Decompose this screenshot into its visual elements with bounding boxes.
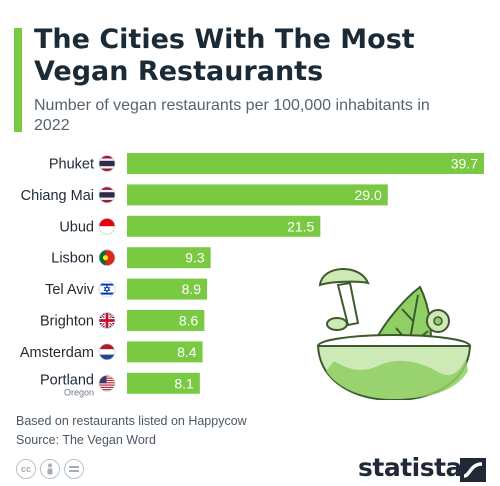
bar-row-phuket: 39.7 Phuket [49,153,484,174]
category-label: Chiang Mai [21,188,94,204]
attribution-icon[interactable] [40,459,60,479]
bar-row-chiang-mai: 29.0 Chiang Mai [21,184,388,206]
flag-israel-icon [98,280,116,298]
cc-icon[interactable]: cc [16,459,36,479]
brand-logo-icon [460,458,486,482]
bar-value-label: 29.0 [355,187,382,203]
vegan-salad-bowl-illustration [316,268,472,400]
flag-indonesia-icon [98,217,116,235]
bar[interactable] [127,310,205,331]
bar-row-lisbon: 9.3 Lisbon [51,247,211,269]
no-derivatives-icon[interactable] [64,459,84,479]
flag-thailand-icon [98,155,116,172]
bar-row-amsterdam: 8.4 Amsterdam [20,341,203,363]
brand-wordmark[interactable]: statista [358,453,462,482]
category-label: Portland [40,372,94,388]
category-label: Tel Aviv [45,282,95,298]
bar-row-ubud: 21.5 Ubud [59,215,321,237]
bar-value-label: 8.9 [182,281,202,297]
chart-footnote: Based on restaurants listed on Happycow [16,414,247,428]
bar-value-label: 39.7 [451,156,478,172]
bar-value-label: 21.5 [287,218,314,234]
category-sublabel: Oregon [64,387,94,397]
title-accent-bar [14,28,22,132]
flag-thailand-icon [98,186,116,204]
category-label: Phuket [49,157,94,173]
flag-portugal-icon [98,249,116,267]
category-label: Brighton [40,314,94,330]
flag-united-states-icon [98,374,116,392]
bar-value-label: 8.4 [177,344,197,360]
bar-row-brighton: 8.6 Brighton [40,310,205,331]
flag-netherlands-icon [98,343,116,361]
bar-value-label: 8.6 [179,313,199,329]
page-title: The Cities With The Most Vegan Restauran… [34,24,415,87]
bar[interactable] [127,278,208,300]
bar[interactable] [127,184,388,206]
bar[interactable] [127,247,211,269]
bar[interactable] [127,372,200,394]
page-subtitle: Number of vegan restaurants per 100,000 … [34,97,430,134]
bar-chart: 39.7 Phuket 29.0 Chiang Mai 21.5 Ubud 9.3 Lisbo… [20,153,484,400]
bar[interactable] [127,215,321,237]
bar[interactable] [127,341,203,363]
bar-row-tel-aviv: 8.9 Tel Aviv [45,278,208,300]
category-label: Ubud [59,219,94,235]
bar-value-label: 9.3 [185,250,205,266]
category-label: Lisbon [51,251,94,267]
flag-united-kingdom-icon [98,312,116,329]
chart-source: Source: The Vegan Word [16,433,156,447]
bar-value-label: 8.1 [174,375,194,391]
licence-icons: cc [16,459,84,479]
bar[interactable] [127,153,484,174]
category-label: Amsterdam [20,345,94,361]
bars-group: 39.7 Phuket 29.0 Chiang Mai 21.5 Ubud 9.3 Lisbo… [20,153,484,397]
